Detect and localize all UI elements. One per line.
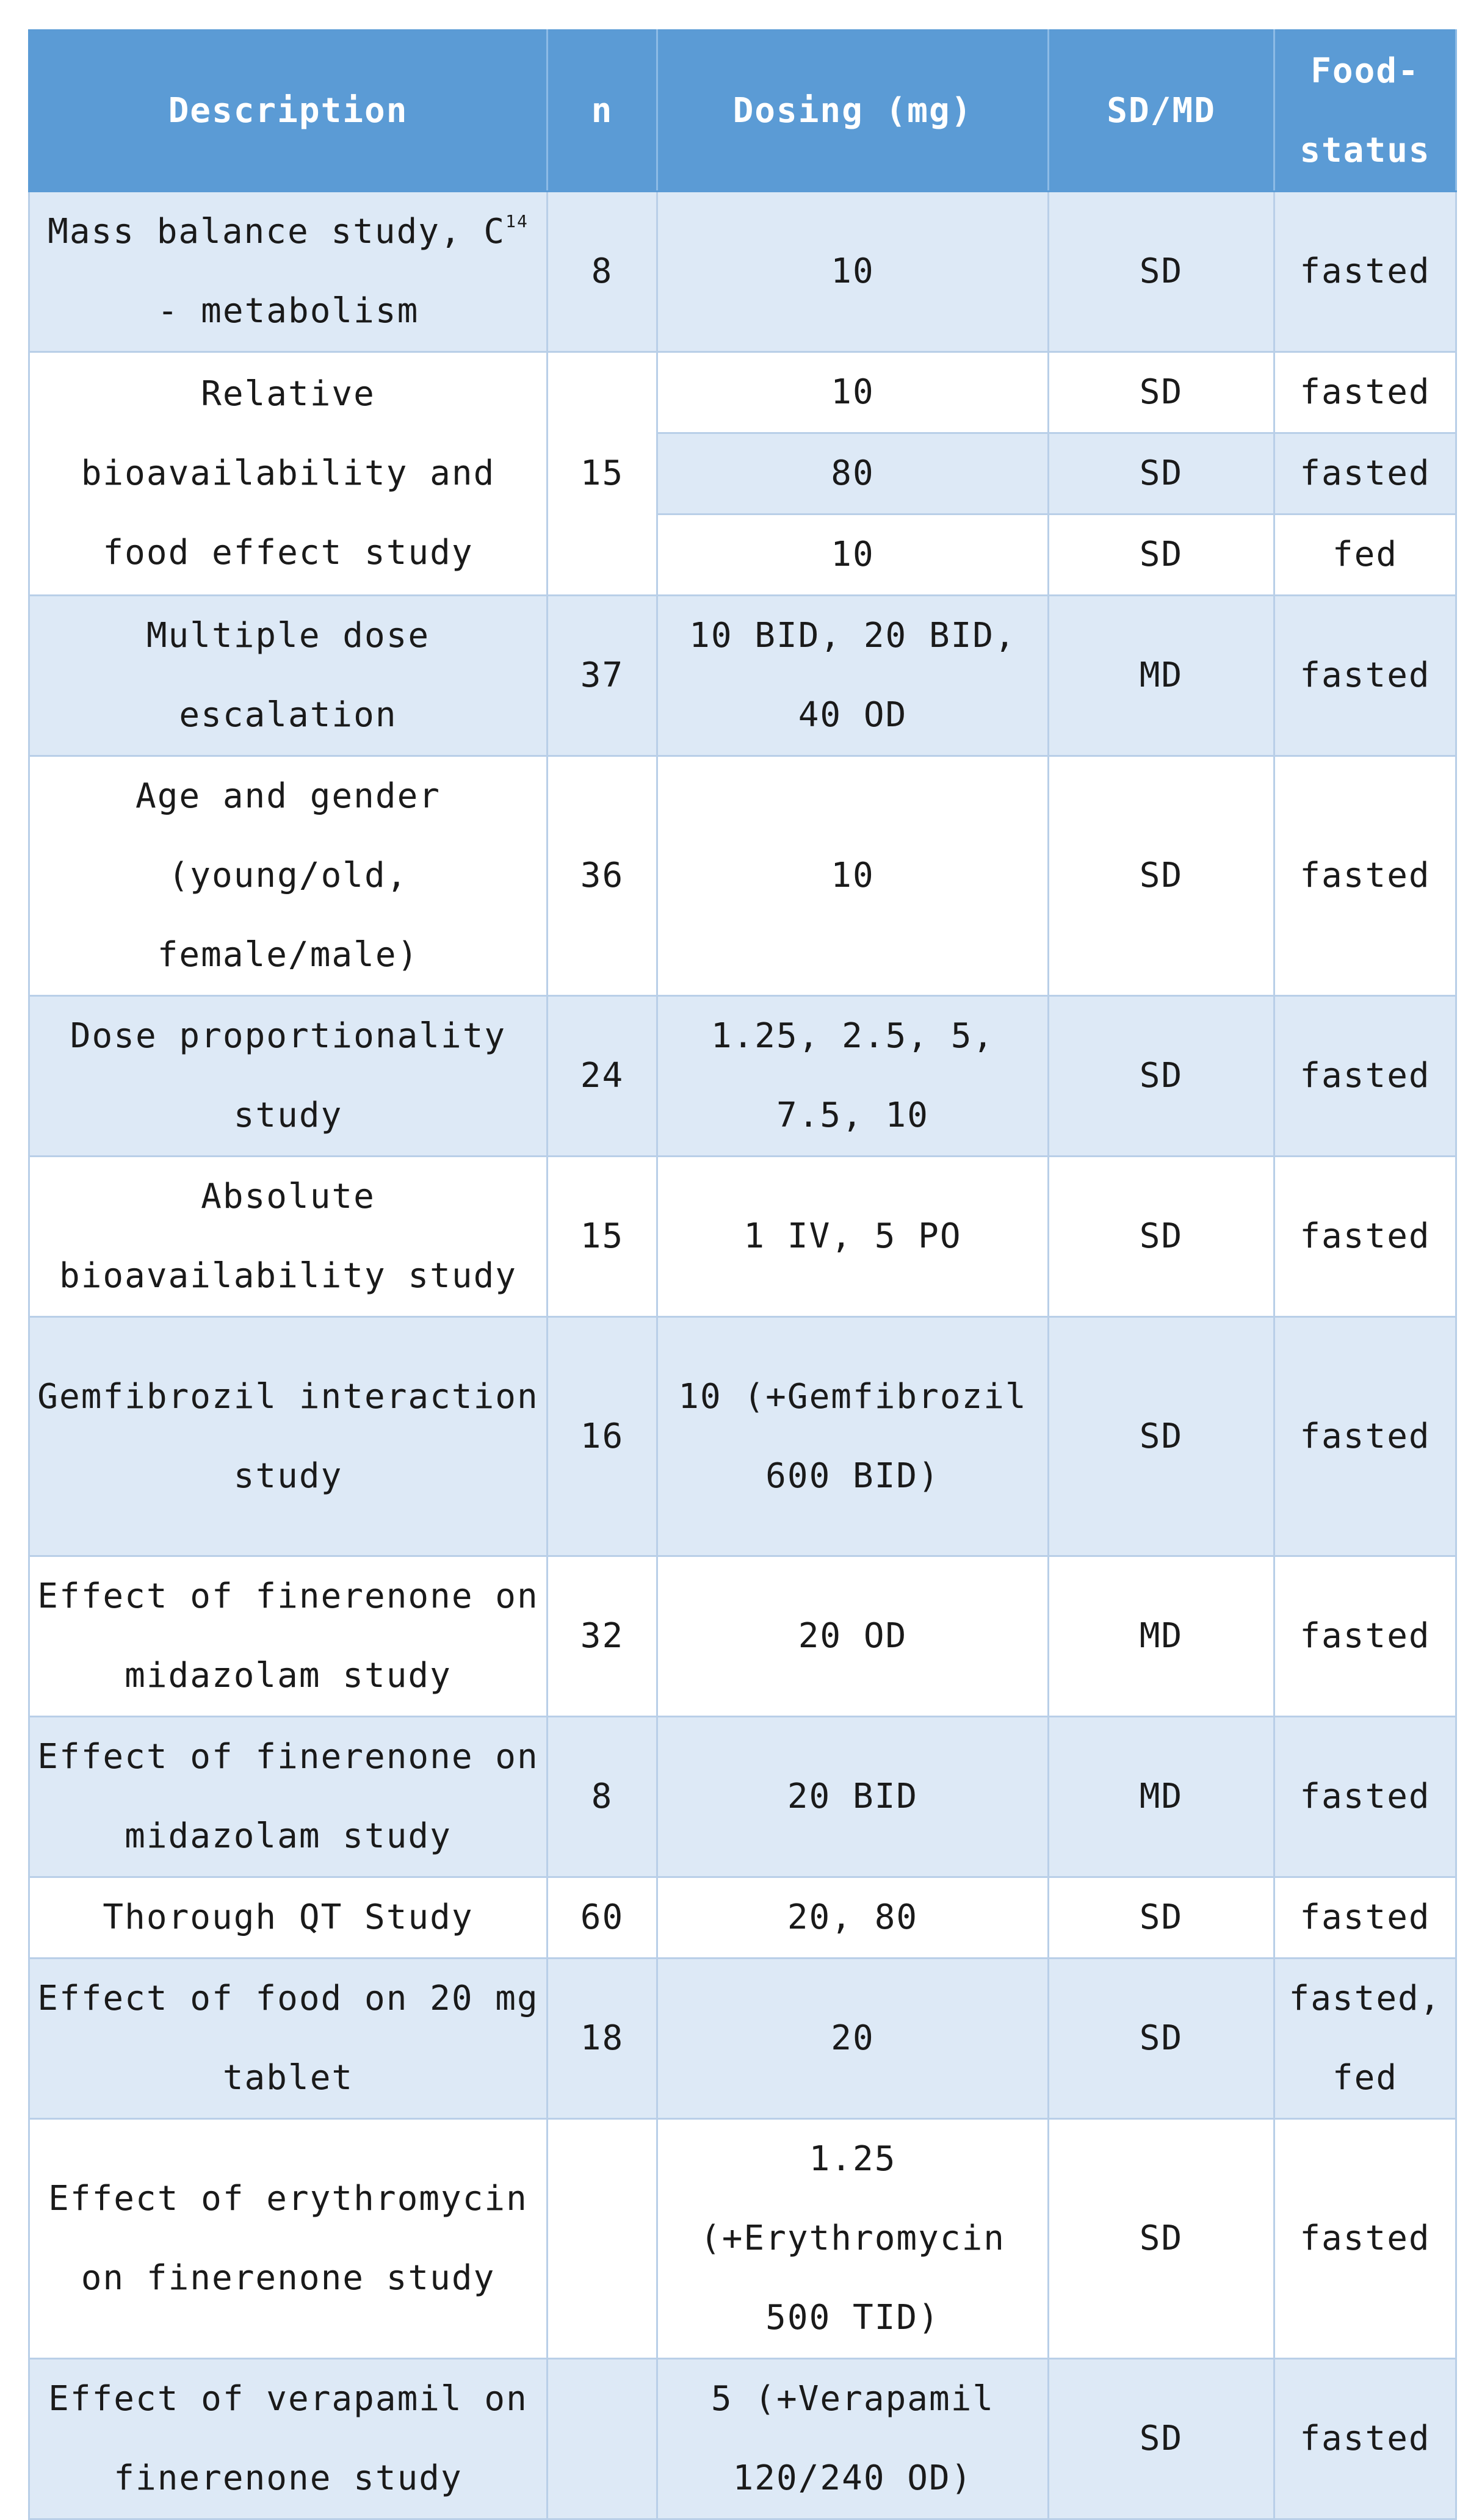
cell-food: fasted [1273, 995, 1457, 1157]
cell-n: 37 [546, 594, 658, 757]
cell-description: Effect of finerenone on midazolam study [28, 1716, 548, 1878]
header-dosing: Dosing (mg) [656, 29, 1049, 192]
table-row: Effect of erythromycin on finerenone stu… [28, 2118, 1457, 2359]
cell-description: Dose proportionality study [28, 995, 548, 1157]
table-subrow: 10 SD fed [29, 513, 1457, 596]
cell-dosing: 10 BID, 20 BID, 40 OD [656, 594, 1049, 757]
cell-description: Multiple dose escalation [28, 594, 548, 757]
cell-food: fasted [1273, 1155, 1457, 1318]
cell-food: fasted [1273, 755, 1457, 997]
table-row: Effect of finerenone on midazolam study … [28, 1555, 1457, 1717]
table-row: Effect of food on 20 mg tablet 18 20 SD … [28, 1957, 1457, 2120]
cell-dosing: 1.25, 2.5, 5, 7.5, 10 [656, 995, 1049, 1157]
cell-sd-md: SD [1047, 2118, 1275, 2359]
cell-description: Relative bioavailability and food effect… [28, 351, 548, 596]
cell-dosing: 1 IV, 5 PO [656, 1155, 1049, 1318]
cell-n: 18 [546, 1957, 658, 2120]
cell-description: Effect of erythromycin on finerenone stu… [28, 2118, 548, 2359]
cell-description: Thorough QT Study [28, 1876, 548, 1959]
header-n: n [546, 29, 658, 192]
cell-sd-md: SD [1047, 432, 1275, 515]
header-description: Description [28, 29, 548, 192]
header-food-status: Food-status [1273, 29, 1457, 192]
table-row: Effect of verapamil on finerenone study … [28, 2358, 1457, 2520]
table-row: Absolute bioavailability study 15 1 IV, … [28, 1155, 1457, 1318]
cell-food: fasted [1273, 594, 1457, 757]
cell-sd-md: SD [1047, 190, 1275, 353]
cell-sd-md: SD [1047, 351, 1275, 434]
cell-n: 16 [546, 1316, 658, 1557]
cell-dosing: 5 (+Verapamil 120/240 OD) [656, 2358, 1049, 2520]
cell-food: fasted, fed [1273, 1957, 1457, 2120]
cell-sd-md: SD [1047, 513, 1275, 596]
cell-dosing: 20 [656, 1957, 1049, 2120]
cell-dosing: 10 (+Gemfibrozil 600 BID) [656, 1316, 1049, 1557]
table-row: Multiple dose escalation 37 10 BID, 20 B… [28, 594, 1457, 757]
cell-dosing: 20, 80 [656, 1876, 1049, 1959]
cell-n: 32 [546, 1555, 658, 1717]
cell-food: fasted [1273, 2358, 1457, 2520]
cell-sd-md: MD [1047, 1555, 1275, 1717]
cell-food: fasted [1273, 1716, 1457, 1878]
cell-dosing: 1.25 (+Erythromycin 500 TID) [656, 2118, 1049, 2359]
cell-food: fasted [1273, 351, 1457, 434]
cell-sd-md: SD [1047, 2358, 1275, 2520]
cell-sd-md: MD [1047, 1716, 1275, 1878]
cell-sd-md: SD [1047, 755, 1275, 997]
cell-n: 15 [546, 1155, 658, 1318]
cell-description: Effect of finerenone on midazolam study [28, 1555, 548, 1717]
cell-description: Effect of food on 20 mg tablet [28, 1957, 548, 2120]
cell-food: fasted [1273, 432, 1457, 515]
cell-description: Mass balance study, C14 - metabolism [28, 190, 548, 353]
cell-sd-md: SD [1047, 1876, 1275, 1959]
cell-n: 15 [546, 351, 658, 596]
table-row: Thorough QT Study 60 20, 80 SD fasted [28, 1876, 1457, 1959]
cell-food: fed [1273, 513, 1457, 596]
table-row: Relative bioavailability and food effect… [28, 351, 1457, 596]
cell-food: fasted [1273, 190, 1457, 353]
cell-description: Gemfibrozil interaction study [28, 1316, 548, 1557]
cell-food: fasted [1273, 1316, 1457, 1557]
cell-sd-md: SD [1047, 995, 1275, 1157]
table-row: Dose proportionality study 24 1.25, 2.5,… [28, 995, 1457, 1157]
header-row: Description n Dosing (mg) SD/MD Food-sta… [28, 29, 1457, 192]
table-subrow: 80 SD fasted [29, 432, 1457, 515]
cell-description: Age and gender (young/old, female/male) [28, 755, 548, 997]
cell-n: 36 [546, 755, 658, 997]
cell-dosing: 20 BID [656, 1716, 1049, 1878]
header-sd-md: SD/MD [1047, 29, 1275, 192]
table-row: Mass balance study, C14 - metabolism 8 1… [28, 190, 1457, 353]
cell-description: Absolute bioavailability study [28, 1155, 548, 1318]
table-row: Age and gender (young/old, female/male) … [28, 755, 1457, 997]
cell-description: Effect of verapamil on finerenone study [28, 2358, 548, 2520]
studies-table: Description n Dosing (mg) SD/MD Food-sta… [28, 29, 1457, 2520]
cell-n: 8 [546, 1716, 658, 1878]
cell-food: fasted [1273, 1555, 1457, 1717]
cell-n [546, 2358, 658, 2520]
cell-dosing: 10 [656, 351, 1049, 434]
cell-sd-md: SD [1047, 1316, 1275, 1557]
cell-dosing: 20 OD [656, 1555, 1049, 1717]
cell-dosing: 80 [656, 432, 1049, 515]
cell-food: fasted [1273, 1876, 1457, 1959]
cell-n [546, 2118, 658, 2359]
cell-dosing: 10 [656, 513, 1049, 596]
cell-n: 8 [546, 190, 658, 353]
cell-sd-md: SD [1047, 1155, 1275, 1318]
cell-n: 24 [546, 995, 658, 1157]
table-row: Gemfibrozil interaction study 16 10 (+Ge… [28, 1316, 1457, 1557]
cell-n: 60 [546, 1876, 658, 1959]
cell-dosing: 10 [656, 190, 1049, 353]
cell-sd-md: SD [1047, 1957, 1275, 2120]
table-row: Effect of finerenone on midazolam study … [28, 1716, 1457, 1878]
cell-sd-md: MD [1047, 594, 1275, 757]
cell-dosing: 10 [656, 755, 1049, 997]
cell-food: fasted [1273, 2118, 1457, 2359]
